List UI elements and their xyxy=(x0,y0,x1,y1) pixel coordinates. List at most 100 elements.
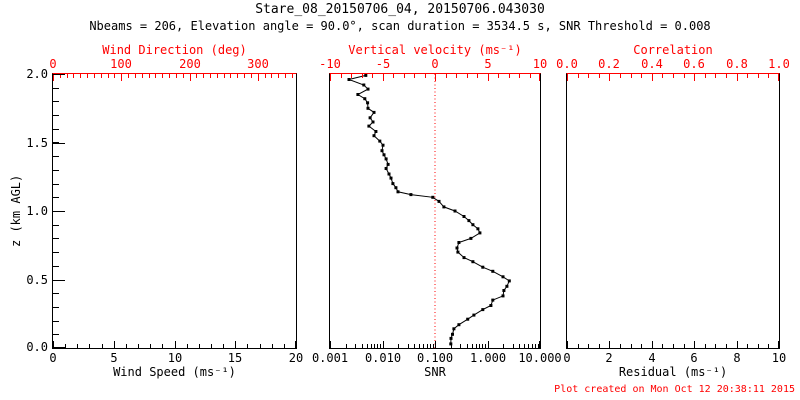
top-axis-tick xyxy=(519,74,520,78)
snr-profile-marker xyxy=(453,209,457,213)
top-axis-tick xyxy=(446,74,447,78)
y-tick-label: 0.0 xyxy=(26,340,48,354)
y-tick-label: 2.0 xyxy=(26,67,48,81)
top-tick-label: 0 xyxy=(431,57,439,71)
bottom-axis-tick xyxy=(383,341,384,348)
bottom-axis-tick xyxy=(485,344,486,348)
top-axis-tick xyxy=(155,74,156,78)
panel-wind: 0 5 10 15 20 Wind Speed (ms⁻¹) 0 100 200 300 Wind … xyxy=(26,43,303,379)
bottom-axis-tick xyxy=(367,344,368,348)
bottom-tick-label: 0 xyxy=(563,351,571,365)
top-axis-tick xyxy=(758,74,759,78)
bottom-axis-tick xyxy=(223,344,224,348)
bottom-axis-tick xyxy=(524,344,525,348)
bottom-axis-tick xyxy=(374,344,375,348)
bottom-axis-tick xyxy=(538,344,539,348)
bottom-tick-label: 0.010 xyxy=(364,351,402,365)
snr-profile-marker xyxy=(362,83,366,87)
bottom-axis-tick xyxy=(641,344,642,348)
top-axis-tick xyxy=(217,74,218,78)
y-axis-minor-tick xyxy=(53,266,59,267)
bottom-axis-tick xyxy=(362,344,363,348)
bottom-axis-tick xyxy=(102,344,103,348)
top-axis-tick xyxy=(60,74,61,78)
bottom-axis-tick xyxy=(380,344,381,348)
bottom-axis-tick xyxy=(398,344,399,348)
top-axis-tick xyxy=(715,74,716,78)
snr-profile-marker xyxy=(382,153,386,157)
top-axis-tick xyxy=(169,74,170,78)
y-axis-minor-tick xyxy=(53,142,59,143)
x-axis-title: Wind Speed (ms⁻¹) xyxy=(113,365,236,379)
bottom-axis-tick xyxy=(451,344,452,348)
snr-profile-marker xyxy=(356,93,360,96)
top-axis-tick xyxy=(210,74,211,78)
snr-profile-marker xyxy=(387,172,391,176)
bottom-axis-tick xyxy=(295,341,296,348)
top-axis-tick xyxy=(383,74,384,81)
bottom-axis-tick xyxy=(588,344,589,348)
bottom-axis-tick xyxy=(539,341,540,348)
bottom-axis-tick xyxy=(599,344,600,348)
y-axis-major-tick xyxy=(53,143,65,144)
snr-profile-marker xyxy=(384,167,388,170)
bottom-axis-tick xyxy=(673,344,674,348)
snr-profile-marker xyxy=(457,323,461,327)
snr-profile-marker xyxy=(374,130,378,133)
bottom-axis-tick xyxy=(694,341,695,348)
bottom-axis-tick xyxy=(535,344,536,348)
bottom-axis-tick xyxy=(150,344,151,348)
y-axis-minor-tick xyxy=(53,101,59,102)
bottom-axis-tick xyxy=(684,344,685,348)
bottom-axis-tick xyxy=(126,344,127,348)
top-axis-tick xyxy=(258,74,259,81)
top-tick-label: 200 xyxy=(179,57,201,71)
top-axis-tick xyxy=(203,74,204,78)
snr-profile-marker xyxy=(394,186,398,190)
plot-subtitle: Nbeams = 206, Elevation angle = 90.0°, s… xyxy=(89,19,711,33)
bottom-axis-tick xyxy=(187,344,188,348)
top-axis-tick xyxy=(101,74,102,78)
bottom-tick-label: 2 xyxy=(605,351,613,365)
snr-profile-marker xyxy=(396,190,400,194)
top-axis-tick xyxy=(87,74,88,78)
y-axis-minor-tick xyxy=(53,293,59,294)
top-axis-tick xyxy=(278,74,279,78)
snr-profile-marker xyxy=(462,256,466,260)
top-axis-tick xyxy=(435,74,436,81)
top-axis-tick xyxy=(641,74,642,78)
snr-profile-marker xyxy=(384,157,388,161)
bottom-axis-tick xyxy=(211,344,212,348)
snr-profile-marker xyxy=(471,260,475,264)
bottom-axis-tick xyxy=(567,341,568,348)
bottom-axis-tick xyxy=(476,344,477,348)
top-axis-tick xyxy=(135,74,136,78)
snr-profile-marker xyxy=(471,223,475,227)
bottom-axis-tick xyxy=(377,344,378,348)
snr-profile-marker xyxy=(409,193,413,197)
bottom-axis-tick xyxy=(199,344,200,348)
top-tick-label: 0.0 xyxy=(556,57,578,71)
y-axis-minor-tick xyxy=(53,170,59,171)
bottom-axis-tick xyxy=(705,344,706,348)
snr-profile-marker xyxy=(467,219,471,223)
snr-profile-marker xyxy=(481,308,485,312)
y-axis-minor-tick xyxy=(53,321,59,322)
bottom-axis-tick xyxy=(479,344,480,348)
bottom-axis-tick xyxy=(235,341,236,348)
top-axis-tick xyxy=(652,74,653,81)
top-axis-tick xyxy=(142,74,143,78)
top-tick-label: 0.8 xyxy=(726,57,748,71)
y-axis-minor-tick xyxy=(53,115,59,116)
panel-canvas xyxy=(567,74,779,348)
snr-profile-marker xyxy=(491,298,495,302)
top-axis-tick xyxy=(73,74,74,78)
bottom-tick-label: 5 xyxy=(110,351,118,365)
y-axis-major-tick xyxy=(53,347,65,348)
snr-profile-marker xyxy=(367,124,371,128)
bottom-axis-tick xyxy=(578,344,579,348)
bottom-tick-label: 6 xyxy=(690,351,698,365)
bottom-tick-label: 10 xyxy=(167,351,183,365)
bottom-axis-tick xyxy=(423,344,424,348)
